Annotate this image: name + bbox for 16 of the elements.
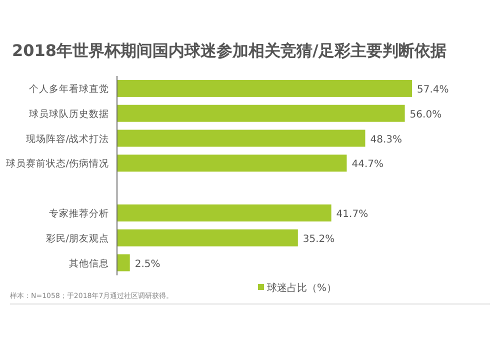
title: 2018年世界杯期间国内球迷参加相关竞猜/足彩主要判断依据 — [12, 41, 446, 60]
category: 专家推荐分析 — [49, 208, 109, 220]
data-label: 57.4% — [417, 84, 449, 96]
category: 个人多年看球直觉 — [29, 84, 109, 95]
category: 球员球队历史数据 — [29, 108, 109, 120]
data-label: 41.7% — [336, 208, 368, 220]
data-label: 48.3% — [370, 134, 402, 146]
data-label: 2.5% — [134, 258, 160, 270]
legend: 球迷占比（%） — [267, 283, 337, 294]
category: 球员赛前状态/伤病情况 — [6, 158, 109, 170]
category: 彩民/朋友观点 — [46, 233, 109, 244]
data-label: 44.7% — [352, 159, 384, 170]
category: 其他信息 — [69, 258, 109, 270]
data-label: 56.0% — [410, 109, 442, 120]
data-label: 35.2% — [302, 234, 335, 245]
category: 现场阵容/战术打法 — [26, 134, 109, 145]
